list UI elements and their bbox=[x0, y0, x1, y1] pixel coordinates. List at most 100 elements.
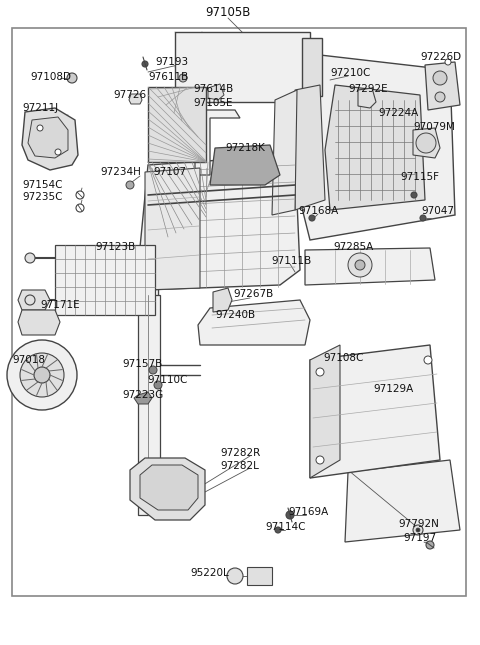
Text: 97267B: 97267B bbox=[233, 289, 273, 299]
Text: 97123B: 97123B bbox=[95, 242, 135, 252]
Text: 97282R: 97282R bbox=[220, 448, 260, 458]
Text: 97105E: 97105E bbox=[193, 98, 232, 108]
Text: 97107: 97107 bbox=[153, 167, 186, 177]
Polygon shape bbox=[134, 392, 152, 404]
Text: 97611B: 97611B bbox=[148, 72, 188, 82]
Text: 97614B: 97614B bbox=[193, 84, 233, 94]
Circle shape bbox=[126, 181, 134, 189]
Circle shape bbox=[445, 59, 451, 65]
Text: 97157B: 97157B bbox=[122, 359, 162, 369]
Polygon shape bbox=[325, 85, 425, 210]
Circle shape bbox=[149, 366, 157, 374]
Text: 97197: 97197 bbox=[403, 533, 436, 543]
Polygon shape bbox=[210, 145, 280, 185]
Circle shape bbox=[67, 73, 77, 83]
Text: 97224A: 97224A bbox=[378, 108, 418, 118]
Polygon shape bbox=[18, 290, 50, 310]
Polygon shape bbox=[22, 108, 78, 170]
Circle shape bbox=[142, 61, 148, 67]
Text: 97105B: 97105B bbox=[205, 6, 251, 19]
Circle shape bbox=[20, 353, 64, 397]
Circle shape bbox=[25, 253, 35, 263]
Text: 97018: 97018 bbox=[12, 355, 45, 365]
Bar bbox=[175, 32, 310, 102]
Text: 97218K: 97218K bbox=[225, 143, 265, 153]
Bar bbox=[148, 87, 206, 162]
Polygon shape bbox=[295, 55, 455, 240]
Text: 97211J: 97211J bbox=[22, 103, 58, 113]
Text: 97047: 97047 bbox=[421, 206, 454, 216]
Polygon shape bbox=[140, 465, 198, 510]
Text: 97226D: 97226D bbox=[420, 52, 461, 62]
Polygon shape bbox=[195, 110, 240, 175]
Text: 97171E: 97171E bbox=[40, 300, 80, 310]
Polygon shape bbox=[18, 310, 60, 335]
Text: 97154C: 97154C bbox=[22, 180, 62, 190]
Circle shape bbox=[411, 192, 417, 198]
Circle shape bbox=[76, 191, 84, 199]
Polygon shape bbox=[305, 248, 435, 285]
Circle shape bbox=[424, 356, 432, 364]
Circle shape bbox=[316, 368, 324, 376]
Text: 97292E: 97292E bbox=[348, 84, 388, 94]
Circle shape bbox=[355, 260, 365, 270]
Text: 97792N: 97792N bbox=[398, 519, 439, 529]
Text: 97111B: 97111B bbox=[271, 256, 311, 266]
Circle shape bbox=[154, 381, 162, 389]
Text: 97282L: 97282L bbox=[220, 461, 259, 471]
Circle shape bbox=[34, 367, 50, 383]
Polygon shape bbox=[358, 88, 376, 108]
Circle shape bbox=[348, 253, 372, 277]
Polygon shape bbox=[138, 155, 300, 290]
Polygon shape bbox=[198, 300, 310, 345]
Circle shape bbox=[7, 340, 77, 410]
Polygon shape bbox=[129, 94, 142, 104]
Circle shape bbox=[227, 568, 243, 584]
Circle shape bbox=[55, 149, 61, 155]
Circle shape bbox=[286, 511, 294, 519]
Circle shape bbox=[416, 528, 420, 532]
Text: 97114C: 97114C bbox=[265, 522, 305, 532]
Polygon shape bbox=[310, 345, 440, 478]
Text: 97285A: 97285A bbox=[333, 242, 373, 252]
Circle shape bbox=[426, 541, 434, 549]
Circle shape bbox=[25, 295, 35, 305]
Text: 97129A: 97129A bbox=[373, 384, 413, 394]
Circle shape bbox=[37, 125, 43, 131]
Polygon shape bbox=[272, 90, 297, 215]
Circle shape bbox=[316, 456, 324, 464]
Bar bbox=[55, 245, 155, 315]
Circle shape bbox=[179, 74, 187, 82]
Polygon shape bbox=[213, 288, 232, 312]
Circle shape bbox=[435, 92, 445, 102]
Text: 97108D: 97108D bbox=[30, 72, 71, 82]
Text: 97223G: 97223G bbox=[122, 390, 163, 400]
Circle shape bbox=[433, 71, 447, 85]
Polygon shape bbox=[425, 62, 460, 110]
Polygon shape bbox=[310, 345, 340, 478]
Text: 97079M: 97079M bbox=[413, 122, 455, 132]
Text: 97235C: 97235C bbox=[22, 192, 62, 202]
Text: 97169A: 97169A bbox=[288, 507, 328, 517]
Circle shape bbox=[275, 527, 281, 533]
Text: 97110C: 97110C bbox=[147, 375, 187, 385]
Bar bbox=[302, 38, 322, 96]
Polygon shape bbox=[130, 458, 205, 520]
Polygon shape bbox=[145, 168, 200, 290]
Circle shape bbox=[416, 133, 436, 153]
Text: 97210C: 97210C bbox=[330, 68, 371, 78]
Text: 97115F: 97115F bbox=[400, 172, 439, 182]
Polygon shape bbox=[295, 85, 325, 210]
Bar bbox=[138, 295, 160, 515]
Circle shape bbox=[413, 525, 423, 535]
Text: 95220L: 95220L bbox=[190, 568, 229, 578]
Text: 97234H: 97234H bbox=[100, 167, 141, 177]
Bar bbox=[247, 567, 272, 585]
Circle shape bbox=[420, 215, 426, 221]
Text: 97240B: 97240B bbox=[215, 310, 255, 320]
Text: 97108C: 97108C bbox=[323, 353, 363, 363]
Polygon shape bbox=[28, 117, 68, 158]
Text: 97193: 97193 bbox=[155, 57, 188, 67]
Circle shape bbox=[309, 215, 315, 221]
Polygon shape bbox=[208, 84, 224, 100]
